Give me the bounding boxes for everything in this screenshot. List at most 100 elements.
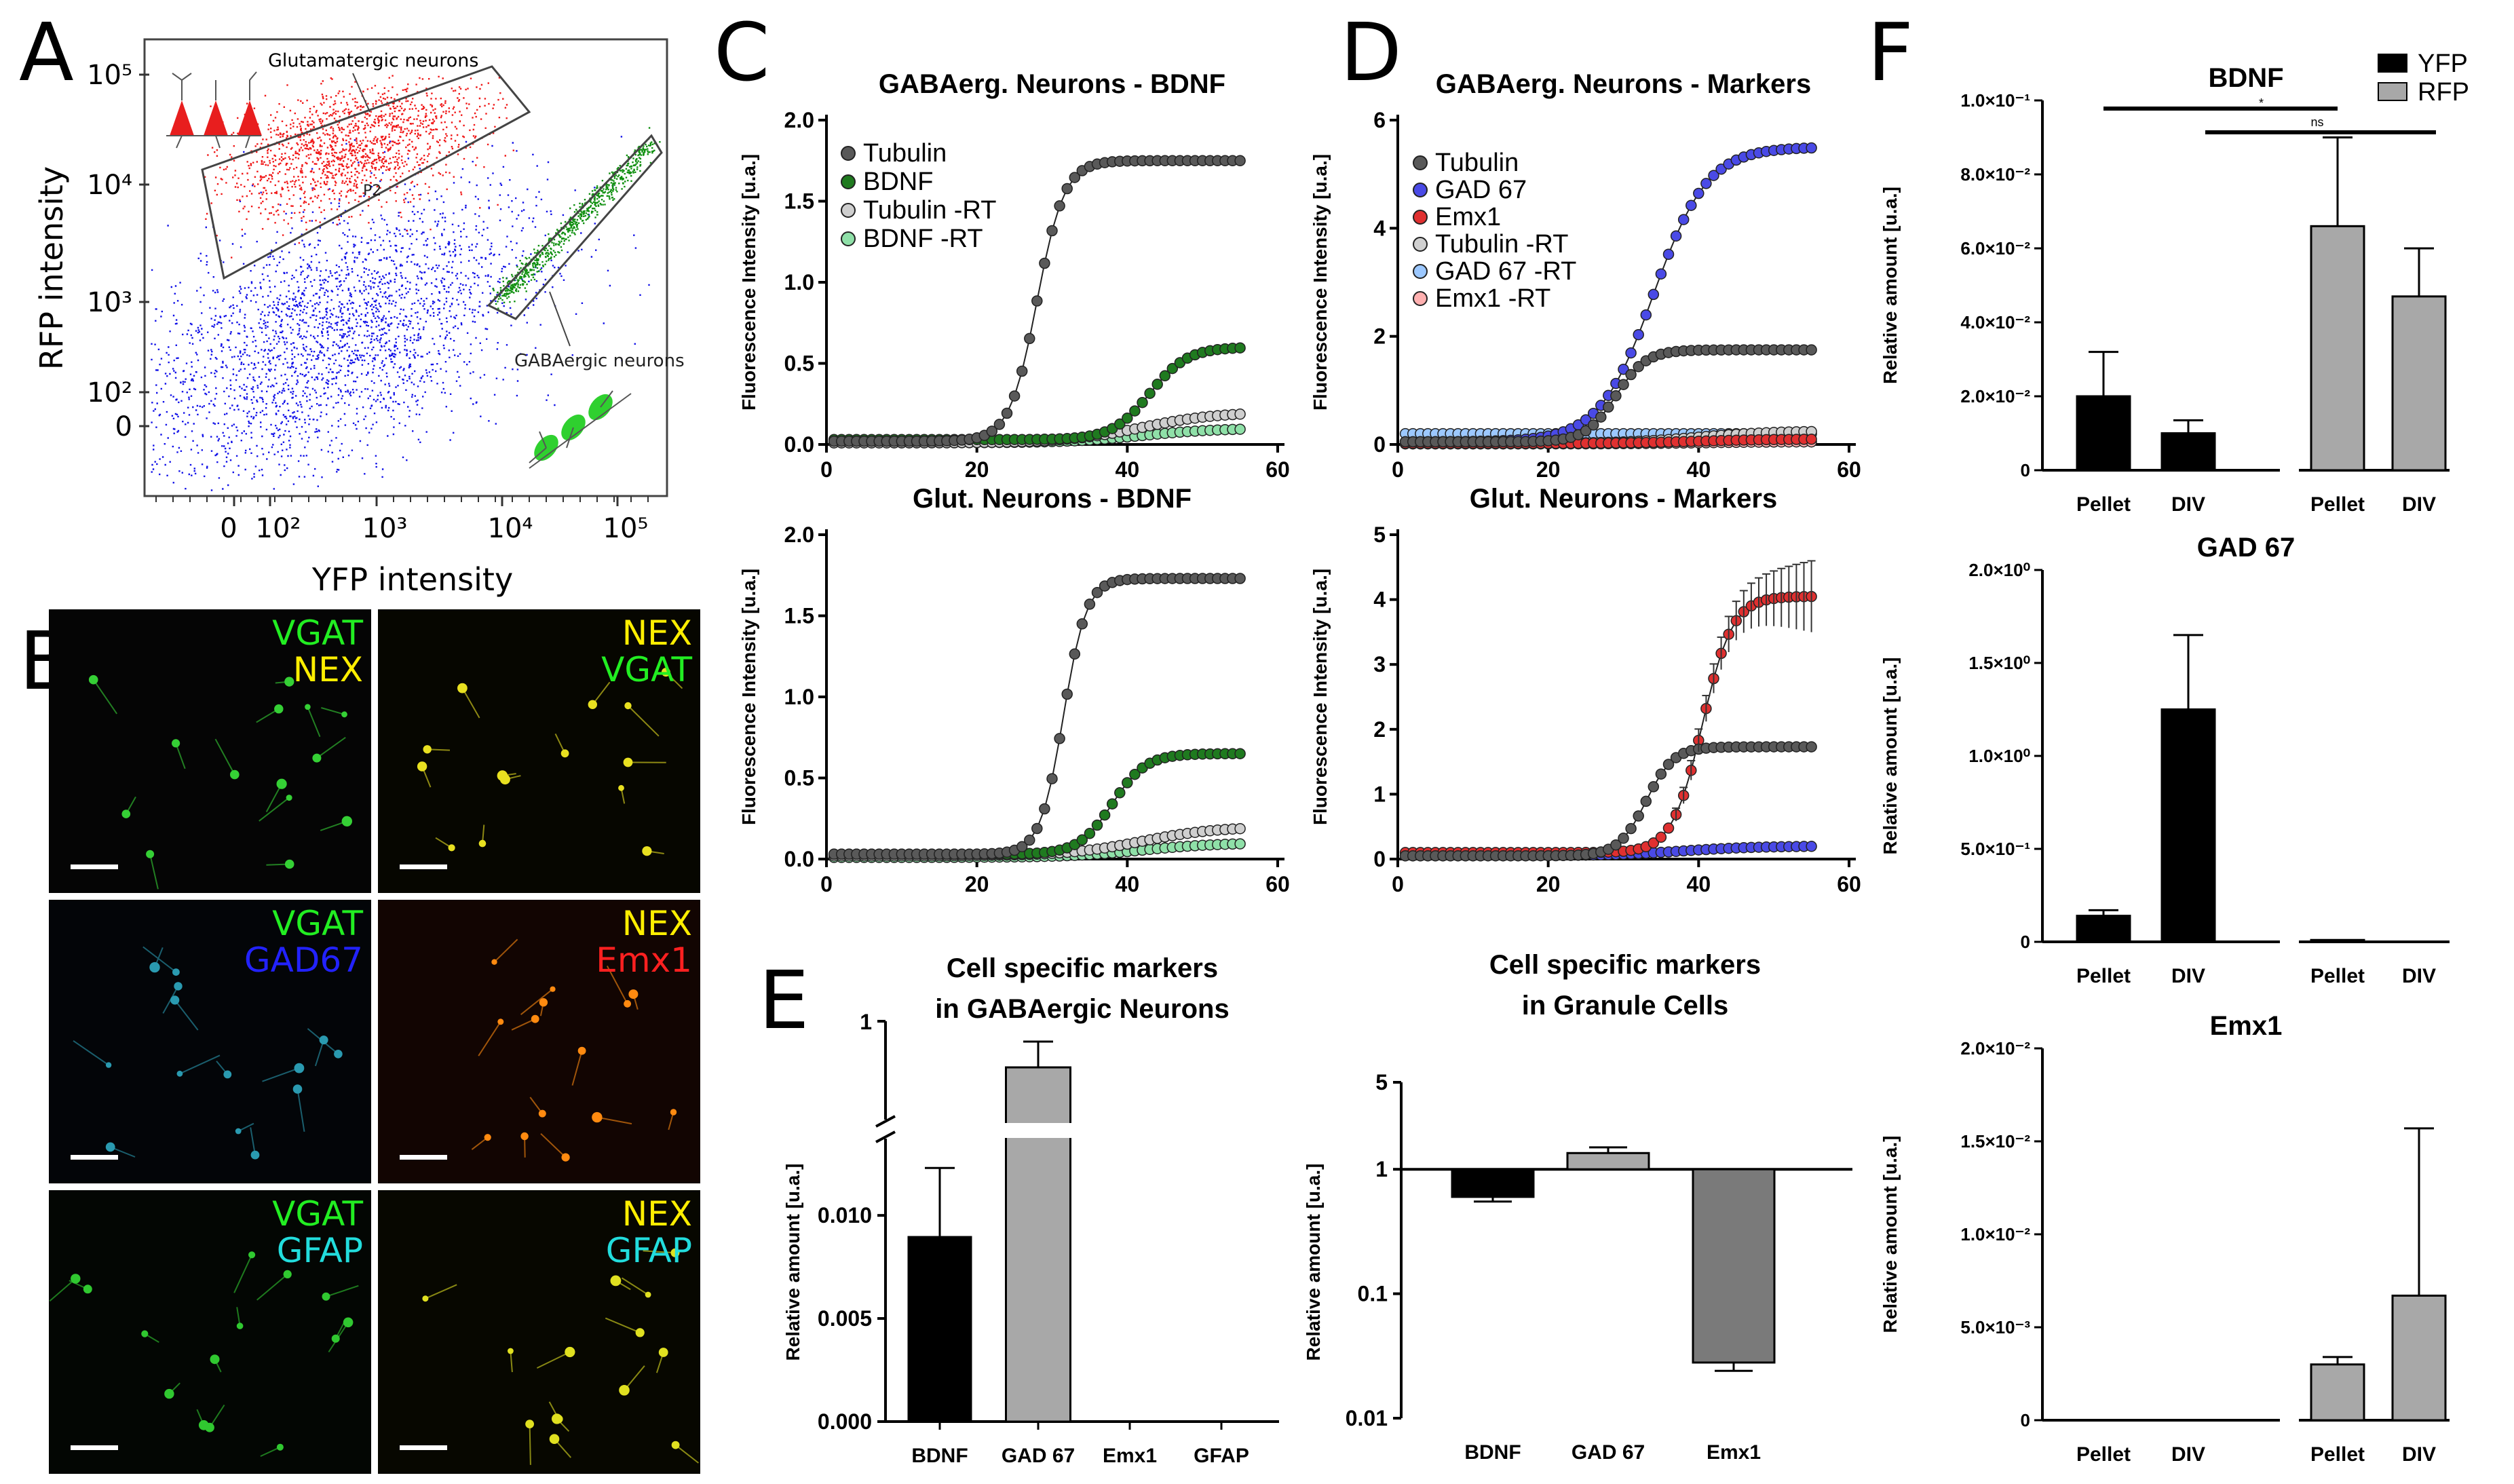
micro-channel-1-label: VGAT: [272, 904, 363, 943]
ytick-label: 5: [1373, 522, 1386, 547]
xtick-label: 40: [1116, 872, 1140, 896]
flow-ytick-label: 10³: [87, 287, 132, 318]
gabaergic-gate-label: GABAergic neurons: [514, 351, 685, 371]
data-point: [1001, 407, 1013, 419]
bar: [2160, 708, 2216, 943]
data-point: [1655, 268, 1667, 280]
micro-channel-1-label: NEX: [622, 904, 692, 943]
legend-label: Tubulin -RT: [863, 196, 996, 225]
data-point: [1159, 370, 1171, 382]
legend-marker: [1413, 291, 1428, 306]
ytick-label: 2: [1373, 717, 1386, 742]
category-label: BDNF: [911, 1445, 968, 1467]
data-point: [1114, 787, 1126, 799]
data-point: [1625, 347, 1637, 359]
flow-dot-cloud: [151, 75, 661, 491]
data-point: [1099, 809, 1111, 821]
ytick-label: 1.5×10⁰: [1968, 653, 2030, 673]
bar: [2160, 432, 2216, 472]
y-axis-label: Fluorescence Intensity [u.a.]: [738, 569, 759, 825]
series-tubulin: [828, 155, 1246, 447]
ytick-label: 1.5×10⁻²: [1960, 1131, 2030, 1152]
data-point: [1076, 618, 1088, 630]
legend-label: BDNF: [863, 168, 933, 196]
flow-red-population: [204, 75, 514, 259]
xtick-label: 20: [1536, 457, 1561, 482]
legend-label: Tubulin: [1435, 149, 1519, 177]
significance-label: *: [2259, 96, 2264, 110]
data-point: [1580, 414, 1592, 425]
data-point: [1618, 379, 1629, 390]
data-point: [1024, 332, 1035, 345]
data-point: [1046, 773, 1058, 784]
flow-xtick-label: 10⁵: [603, 513, 649, 544]
data-point: [1144, 387, 1156, 399]
cell-neurites: [49, 1254, 359, 1458]
data-point: [1039, 257, 1050, 269]
data-point: [1603, 401, 1614, 413]
series-line: [1405, 596, 1812, 854]
panel-label-f: F: [1867, 5, 1913, 99]
data-point: [1610, 839, 1622, 851]
micro-tile-bg: [49, 900, 371, 1183]
ytick-label: 0.1: [1358, 1282, 1388, 1306]
chart-title: GABAerg. Neurons - Markers: [1436, 69, 1811, 99]
flow-green-population: [492, 127, 661, 309]
cell-neurites: [425, 1250, 700, 1465]
legend-marker: [1413, 183, 1428, 197]
category-label: GAD 67: [1002, 1445, 1075, 1467]
bar: [2391, 1294, 2447, 1422]
bar-chart-F_top: BDNF 0 2.0×10⁻² 4.0×10⁻² 6.0×10⁻² 8.0×10⁻² 1.0…: [1880, 50, 2469, 516]
data-point: [1640, 309, 1652, 321]
data-point: [986, 425, 998, 437]
category-label: DIV: [2171, 493, 2205, 516]
legend-label: Emx1 -RT: [1435, 284, 1550, 313]
data-point: [1700, 178, 1712, 189]
ytick-label: 2.0×10⁻²: [1960, 1038, 2030, 1059]
data-point: [1008, 390, 1021, 402]
data-point: [1031, 822, 1043, 835]
data-point: [1039, 803, 1050, 815]
data-point: [1618, 363, 1629, 375]
ytick-label: 1: [1375, 1157, 1388, 1181]
ytick-label: 5.0×10⁻¹: [1960, 839, 2030, 859]
data-point: [1595, 411, 1607, 423]
data-point: [1234, 342, 1246, 354]
micro-tile-bg: [378, 900, 700, 1183]
gate2-pointer: [549, 291, 571, 347]
chart-title: Emx1: [2210, 1011, 2283, 1041]
data-point: [1054, 733, 1065, 744]
category-label: Pellet: [2076, 1443, 2131, 1466]
scale-bar: [400, 864, 447, 869]
category-label: Pellet: [2310, 965, 2365, 987]
chart-title: GAD 67: [2197, 533, 2296, 563]
series-tubulin: [1399, 741, 1817, 862]
y-axis-label: Relative amount [u.a.]: [1880, 187, 1901, 384]
micro-channel-2-label: GAD67: [244, 940, 363, 980]
cell-neurites: [471, 938, 674, 1158]
data-point: [1587, 419, 1599, 431]
ytick-label: 1: [1373, 782, 1386, 806]
data-point: [1054, 200, 1065, 212]
data-point: [1662, 248, 1675, 260]
data-point: [1618, 833, 1629, 844]
ytick-label: 1.0×10⁻¹: [1960, 90, 2030, 111]
data-point: [1024, 834, 1035, 846]
legend-marker: [1413, 264, 1428, 279]
panel-label-c: C: [714, 5, 769, 99]
data-point: [1625, 368, 1637, 381]
chart-title: GABAerg. Neurons - BDNF: [879, 69, 1225, 99]
data-point: [1137, 396, 1148, 408]
data-point: [1234, 408, 1246, 420]
micro-channel-2-label: NEX: [293, 650, 363, 689]
flow-cytometry-panel: Glutamatergic neurons P2 GABAergic neuro…: [33, 38, 685, 598]
data-point: [1648, 288, 1660, 301]
data-point: [1061, 183, 1073, 195]
microscopy-panel: VGATNEXNEXVGATVGATGAD67NEXEmx1VGATGFAPNE…: [49, 609, 700, 1474]
ytick-label: 0.0: [784, 432, 814, 457]
ytick-label: 4: [1373, 588, 1386, 612]
data-point: [1677, 214, 1690, 225]
ytick-label: 1.0×10⁻²: [1960, 1224, 2030, 1244]
y-axis-label: Fluorescence Intensity [u.a.]: [1310, 154, 1331, 411]
